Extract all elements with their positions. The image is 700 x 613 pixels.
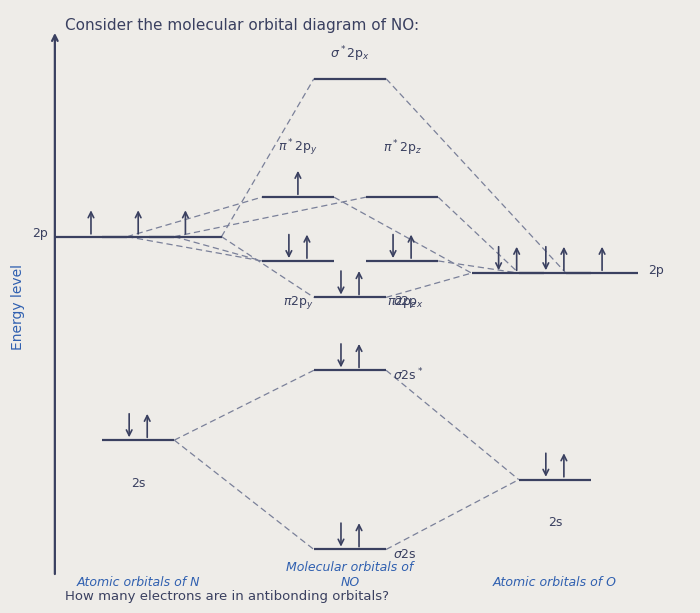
Text: Atomic orbitals of O: Atomic orbitals of O xyxy=(493,576,617,589)
Text: $\sigma$2p$_x$: $\sigma$2p$_x$ xyxy=(393,294,424,310)
Text: $\pi$2p$_z$: $\pi$2p$_z$ xyxy=(387,294,417,310)
Text: 2p: 2p xyxy=(649,264,664,276)
Text: $\pi^*$2p$_y$: $\pi^*$2p$_y$ xyxy=(278,137,318,158)
Text: $\sigma$2s$^*$: $\sigma$2s$^*$ xyxy=(393,367,424,384)
Text: 2s: 2s xyxy=(131,476,146,490)
Text: $\pi$2p$_y$: $\pi$2p$_y$ xyxy=(283,294,314,311)
Text: 2s: 2s xyxy=(547,516,562,529)
Text: Atomic orbitals of N: Atomic orbitals of N xyxy=(76,576,200,589)
Text: $\pi^*$2p$_z$: $\pi^*$2p$_z$ xyxy=(383,138,421,158)
Text: Molecular orbitals of
NO: Molecular orbitals of NO xyxy=(286,561,414,589)
Text: How many electrons are in antibonding orbitals?: How many electrons are in antibonding or… xyxy=(65,590,389,603)
Text: $\sigma$2s: $\sigma$2s xyxy=(393,548,417,561)
Text: 2p: 2p xyxy=(32,227,48,240)
Text: Energy level: Energy level xyxy=(11,264,25,349)
Text: $\sigma^*$2p$_x$: $\sigma^*$2p$_x$ xyxy=(330,44,370,64)
Text: Consider the molecular orbital diagram of NO:: Consider the molecular orbital diagram o… xyxy=(65,18,419,33)
